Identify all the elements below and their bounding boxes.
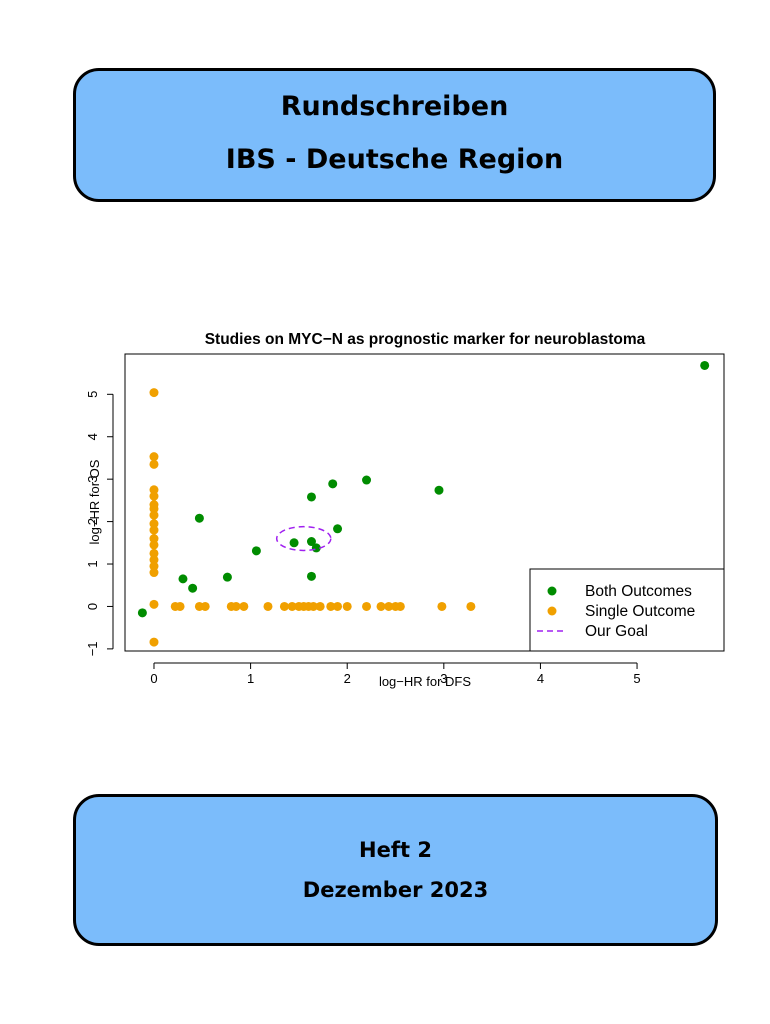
single-outcome-point [149, 548, 159, 558]
legend-goal-label: Our Goal [585, 623, 648, 640]
y-tick-label: 2 [85, 518, 100, 525]
both-outcomes-point [306, 537, 316, 547]
x-tick-label: 1 [247, 671, 254, 686]
single-outcome-point [384, 601, 394, 611]
single-outcome-point [149, 452, 159, 462]
single-outcome-point [149, 510, 159, 520]
x-tick-label: 3 [440, 671, 447, 686]
plot-frame [124, 353, 725, 652]
both-outcomes-point [700, 360, 710, 370]
single-outcome-point [149, 519, 159, 529]
single-outcome-point [362, 601, 372, 611]
single-outcome-point [326, 601, 336, 611]
legend-both-label: Both Outcomes [585, 583, 692, 600]
single-outcome-point [149, 599, 159, 609]
single-outcome-point [279, 601, 289, 611]
both-outcomes-point [289, 538, 299, 548]
x-axis-label: log−HR for DFS [379, 674, 471, 689]
y-tick-label: 3 [85, 476, 100, 483]
legend-both-marker [547, 586, 557, 596]
single-outcome-point [287, 601, 297, 611]
y-tick-label: 1 [85, 560, 100, 567]
x-tick-label: 2 [344, 671, 351, 686]
both-outcomes-point [137, 608, 147, 618]
x-tick-label: 4 [537, 671, 544, 686]
single-outcome-point [200, 601, 210, 611]
single-outcome-point [149, 637, 159, 647]
single-outcome-point [149, 561, 159, 571]
single-outcome-point [149, 568, 159, 578]
single-outcome-point [437, 601, 447, 611]
single-outcome-point [149, 388, 159, 398]
both-outcomes-point [222, 572, 232, 582]
both-outcomes-point [306, 571, 316, 581]
chart-title: Studies on MYC−N as prognostic marker fo… [205, 331, 646, 348]
single-outcome-point [395, 601, 405, 611]
both-outcomes-point [194, 513, 204, 523]
single-outcome-point [263, 601, 273, 611]
single-outcome-point [149, 555, 159, 565]
single-outcome-point [239, 601, 249, 611]
both-outcomes-point [328, 479, 338, 489]
single-outcome-point [149, 485, 159, 495]
single-outcome-point [466, 601, 476, 611]
axes: 0 1 2 3 4 5 −1 0 1 2 3 4 5 [85, 391, 641, 686]
single-outcome-point [149, 525, 159, 535]
y-tick-label: 4 [85, 433, 100, 440]
y-tick-label: −1 [85, 641, 100, 656]
single-outcome-point [333, 601, 343, 611]
single-outcome-point [149, 491, 159, 501]
title-line-2: IBS - Deutsche Region [225, 144, 564, 175]
legend: Both Outcomes Single Outcome Our Goal [529, 568, 725, 652]
single-outcome-point [376, 601, 386, 611]
scatter-chart: Studies on MYC−N as prognostic marker fo… [85, 331, 725, 689]
both-outcomes-point [306, 492, 316, 502]
legend-box [529, 568, 725, 652]
both-outcomes-point [178, 574, 188, 584]
x-tick-label: 0 [150, 671, 157, 686]
single-outcome-point [149, 534, 159, 544]
y-tick-label: 5 [85, 391, 100, 398]
both-outcomes-point [188, 583, 198, 593]
both-outcomes-point [333, 524, 343, 534]
title-line-1: Rundschreiben [280, 91, 509, 122]
legend-single-label: Single Outcome [585, 603, 695, 620]
single-outcome-point [149, 540, 159, 550]
single-outcome-point [342, 601, 352, 611]
issue-banner: Heft 2 Dezember 2023 [73, 794, 718, 946]
single-outcome-point [308, 601, 318, 611]
single-outcome-point [231, 601, 241, 611]
title-banner: Rundschreiben IBS - Deutsche Region [73, 68, 716, 202]
both-outcomes-point [251, 546, 261, 556]
both-outcomes-point [434, 485, 444, 495]
both-outcomes-point [362, 475, 372, 485]
single-outcome-point [149, 459, 159, 469]
single-outcome-point [315, 601, 325, 611]
y-tick-label: 0 [85, 603, 100, 610]
data-points [137, 360, 710, 647]
goal-ellipse [275, 525, 332, 552]
x-tick-label: 5 [633, 671, 640, 686]
single-outcome-point [175, 601, 185, 611]
y-axis-label: log−HR for OS [87, 459, 102, 544]
single-outcome-point [149, 504, 159, 514]
legend-single-marker [547, 606, 557, 616]
issue-number: Heft 2 [359, 838, 432, 862]
issue-date: Dezember 2023 [302, 878, 489, 902]
